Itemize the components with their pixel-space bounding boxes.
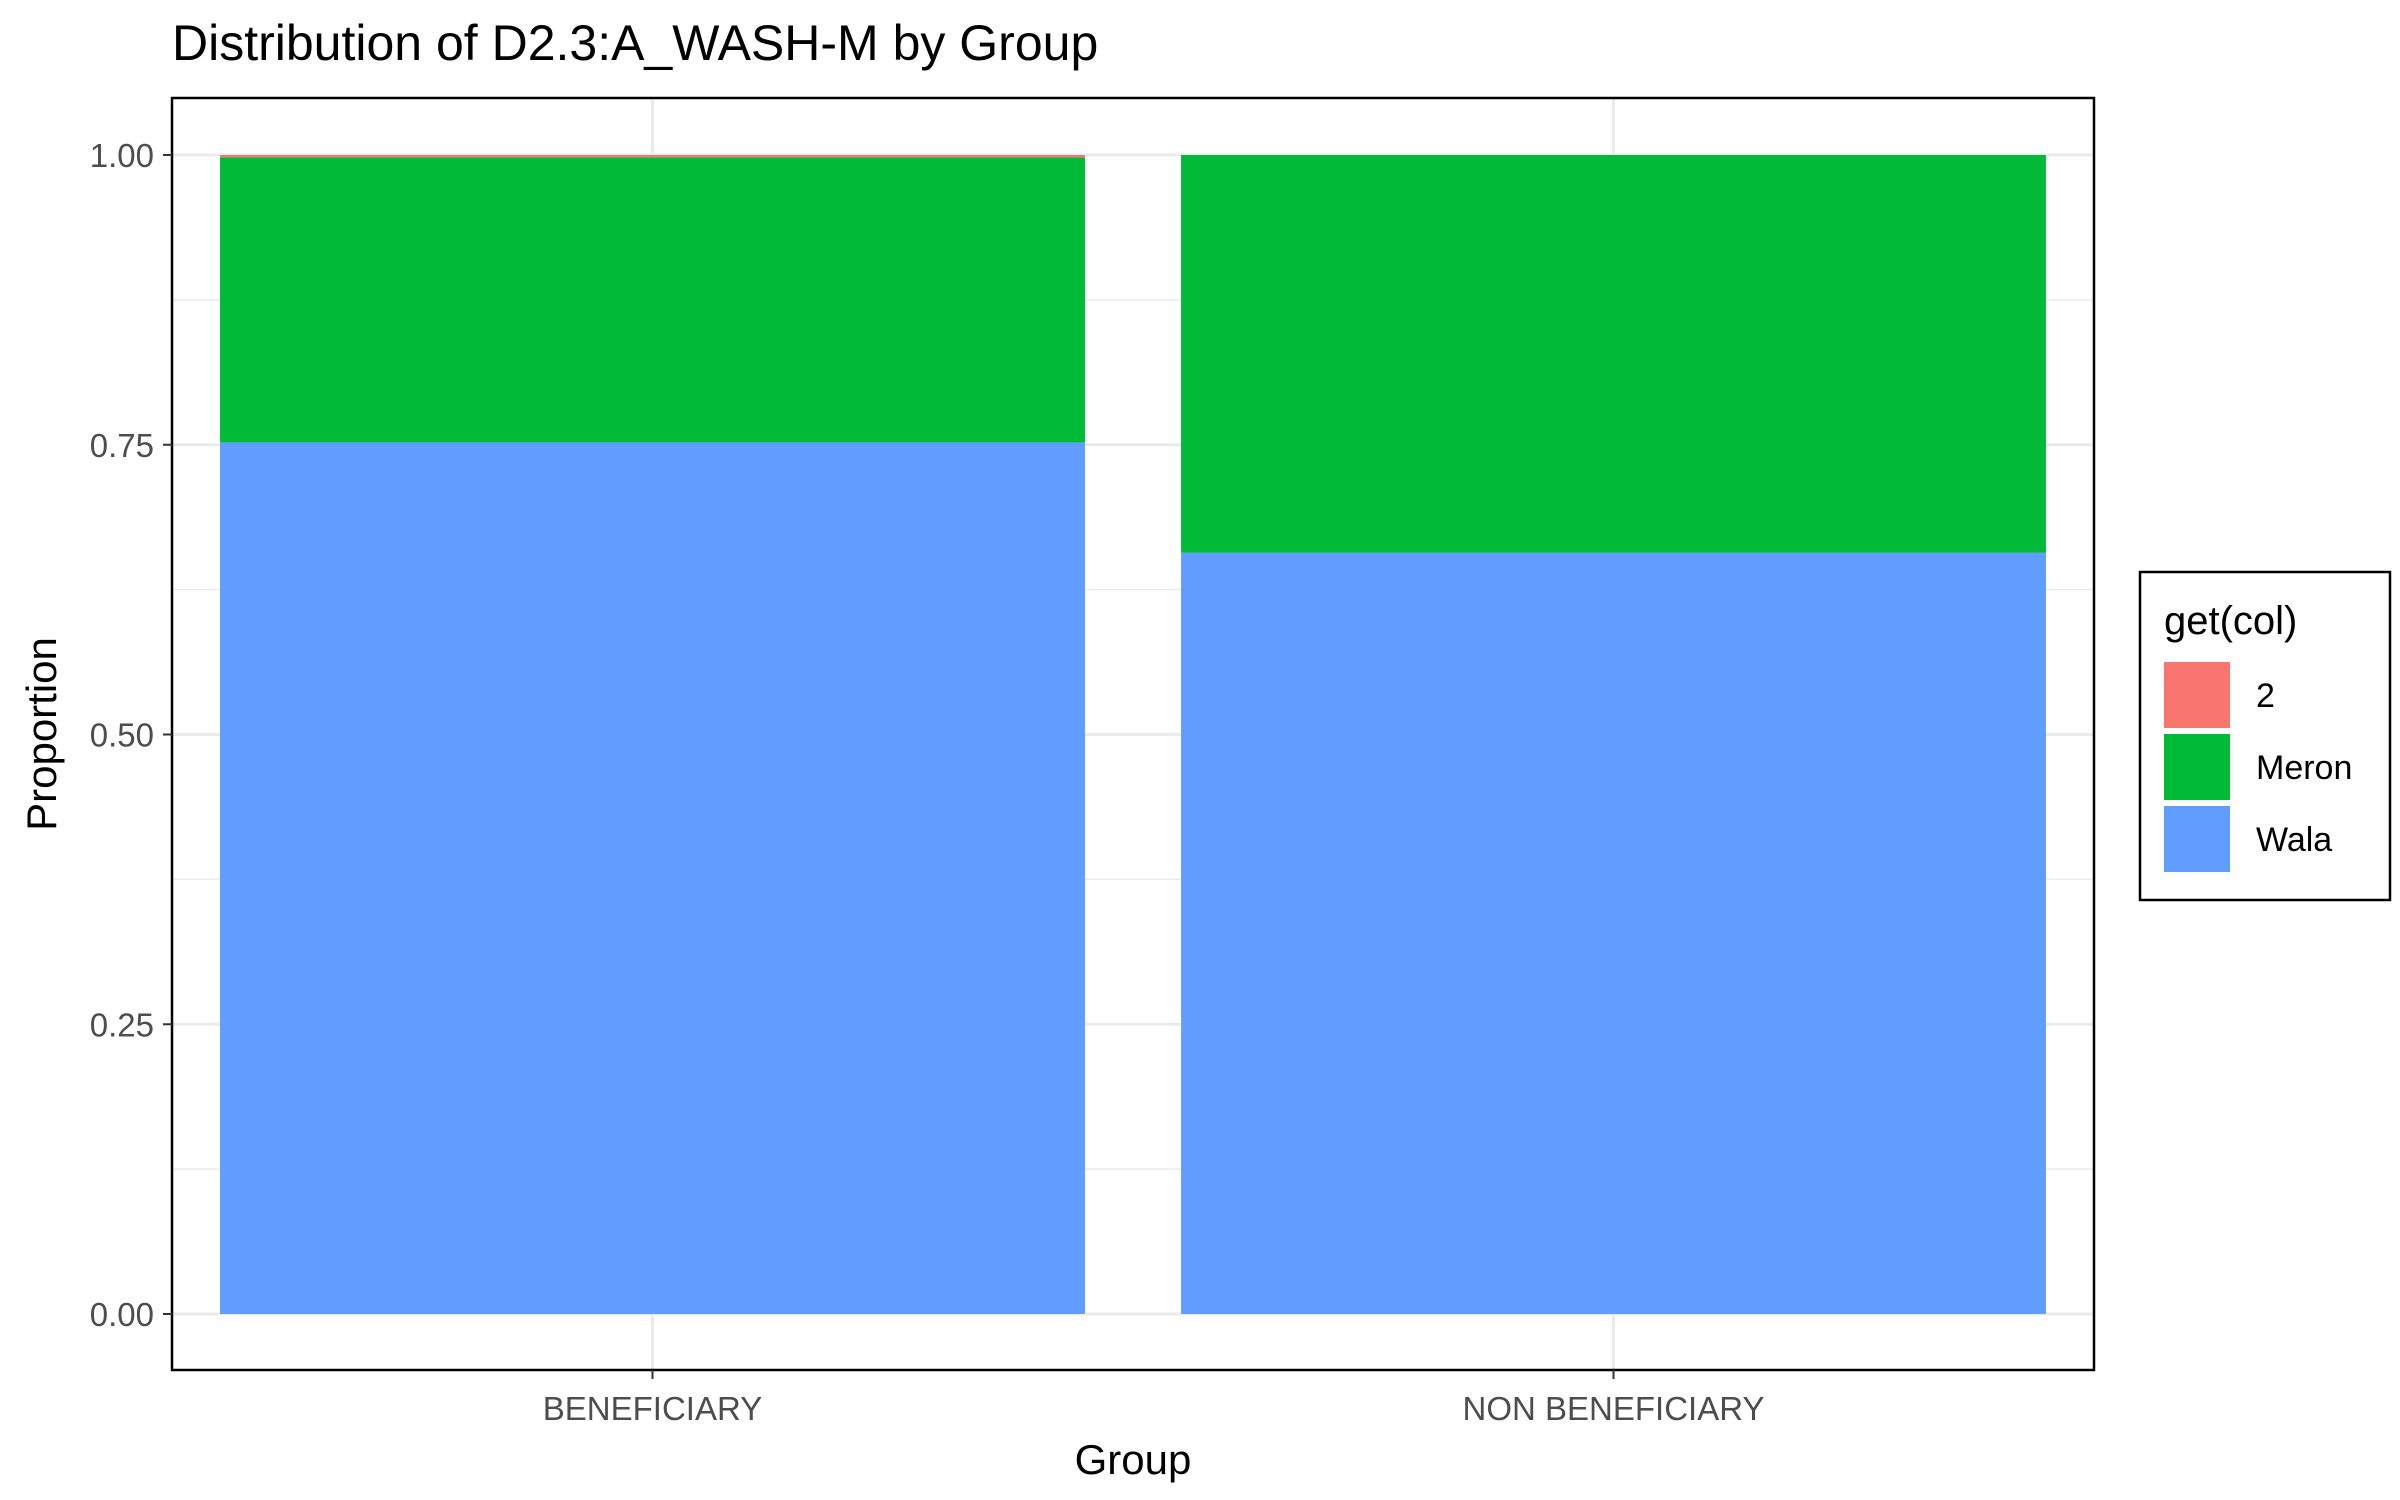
y-axis-title: Proportion — [18, 637, 65, 831]
x-axis-title: Group — [1075, 1436, 1192, 1483]
y-axis-ticks: 0.00 0.25 0.50 0.75 1.00 — [90, 137, 172, 1333]
y-tick-label: 0.50 — [90, 717, 154, 754]
legend-key-2 — [2164, 662, 2230, 728]
chart-title: Distribution of D2.3:A_WASH-M by Group — [172, 15, 1098, 71]
bar-segment-meron — [220, 157, 1085, 443]
legend-label: Wala — [2256, 821, 2332, 859]
x-axis-ticks: BENEFICIARY NON BENEFICIARY — [543, 1370, 1765, 1427]
y-tick-label: 1.00 — [90, 137, 154, 174]
legend-label: 2 — [2256, 677, 2275, 715]
y-tick-label: 0.75 — [90, 427, 154, 464]
y-tick-label: 0.25 — [90, 1006, 154, 1043]
bars — [220, 155, 2046, 1314]
legend-title: get(col) — [2164, 599, 2297, 643]
legend-key-meron — [2164, 734, 2230, 800]
bar-segment-wala — [220, 442, 1085, 1314]
legend: get(col) 2 Meron Wala — [2138, 570, 2392, 902]
legend-items: 2 Meron Wala — [2164, 662, 2352, 872]
bar-segment-meron — [1181, 155, 2046, 553]
y-tick-label: 0.00 — [90, 1296, 154, 1333]
x-tick-label: NON BENEFICIARY — [1463, 1390, 1765, 1427]
bar-segment-2 — [220, 155, 1085, 158]
bar-segment-wala — [1181, 552, 2046, 1314]
legend-key-wala — [2164, 806, 2230, 872]
x-tick-label: BENEFICIARY — [543, 1390, 762, 1427]
legend-label: Meron — [2256, 749, 2352, 787]
